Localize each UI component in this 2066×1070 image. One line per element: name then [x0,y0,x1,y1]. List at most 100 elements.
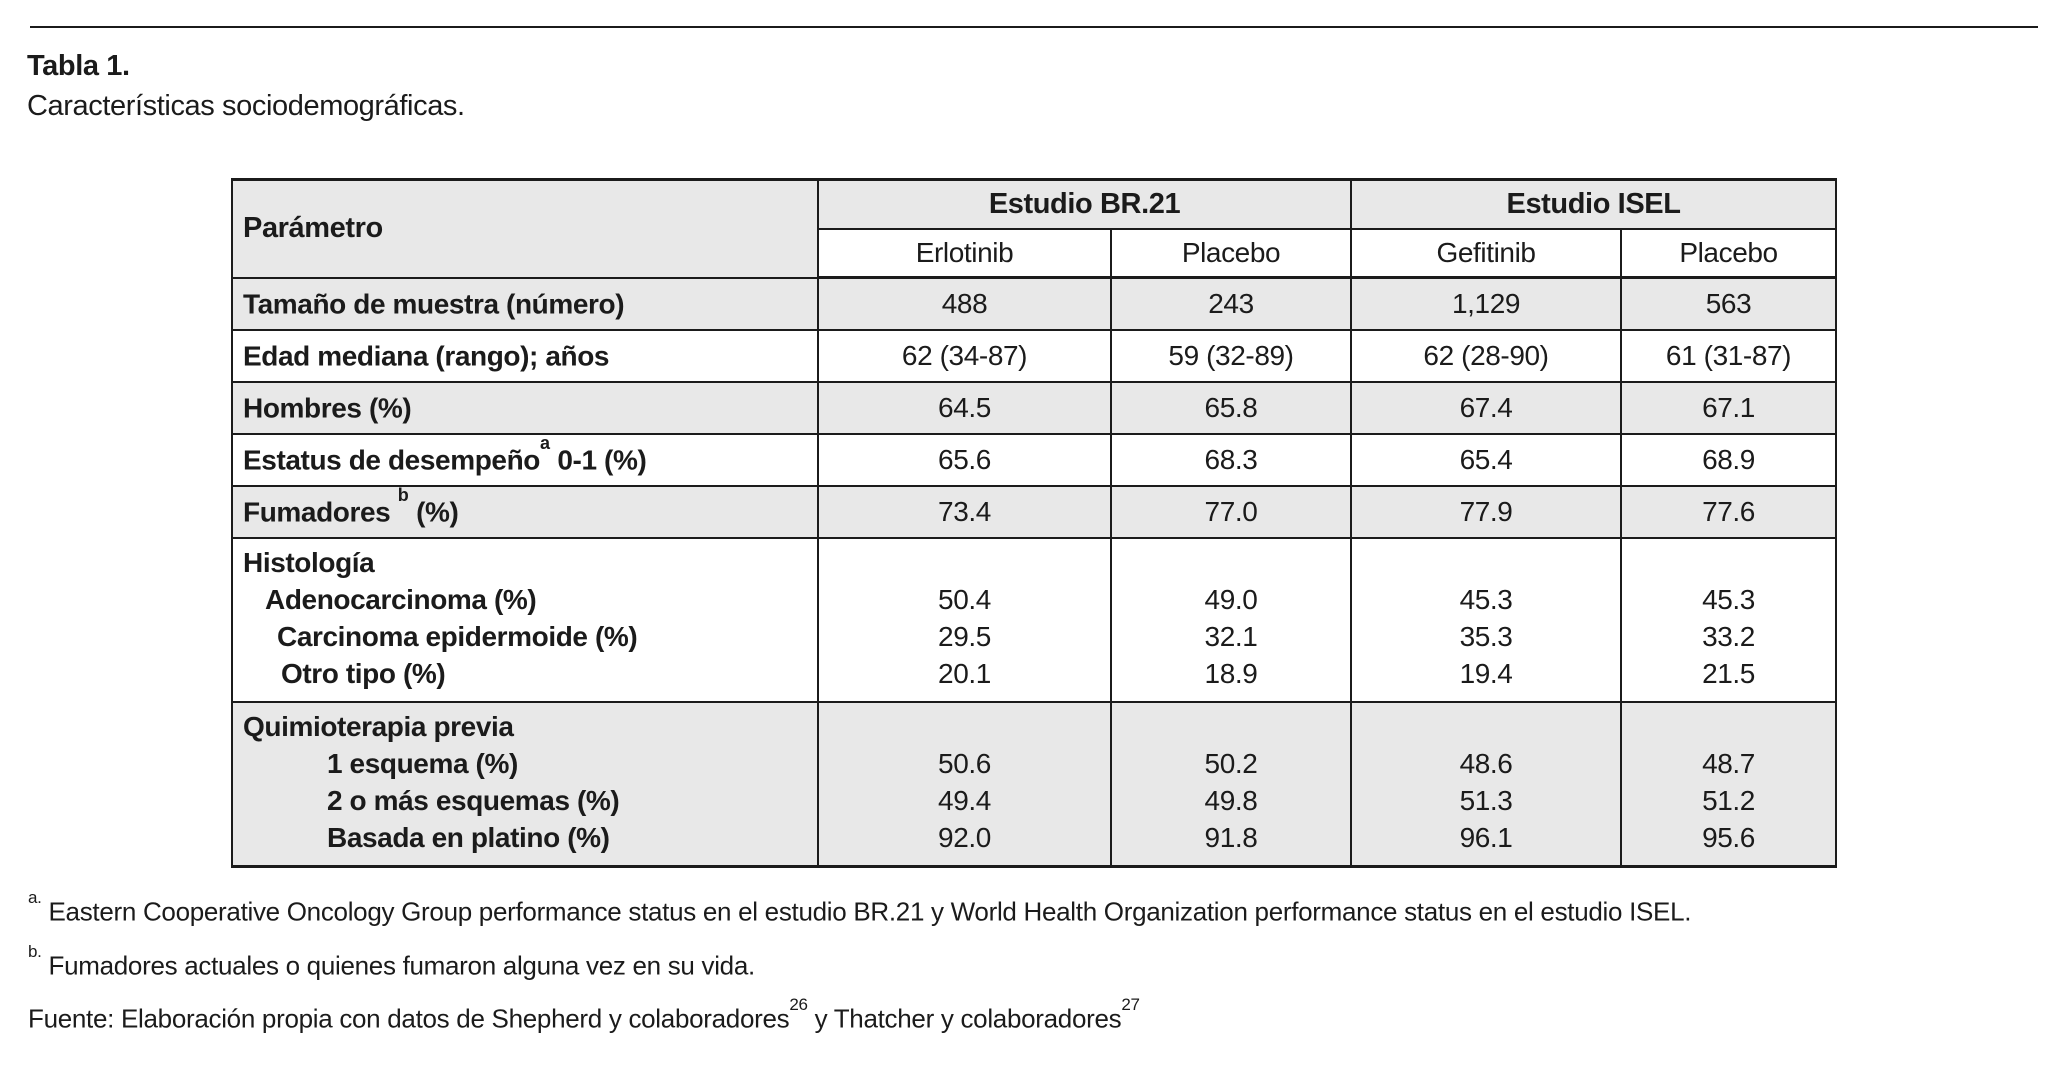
cell-value: 49.8 [1204,784,1258,816]
cell-value: 61 (31-87) [1620,328,1838,383]
footnote-a-text: Eastern Cooperative Oncology Group perfo… [48,896,1692,927]
row-label: Edad mediana (rango); años [231,328,819,383]
column-header-placebo-br21: Placebo [1109,227,1353,279]
cell-value: 92.0 [938,821,991,853]
table-row-edad: Edad mediana (rango); años 62 (34-87) 59… [231,328,1838,383]
column-header-placebo-isel: Placebo [1620,227,1838,279]
cell-value: 48.7 [1702,747,1755,779]
group-item-label: 2 o más esquemas (%) [327,784,620,816]
cell-value: 64.5 [817,380,1112,435]
cell-value: 65.8 [1109,380,1353,435]
table-caption: Tabla 1. Características sociodemográfic… [27,46,465,126]
cell-value: 563 [1620,276,1838,331]
cell-value: 51.2 [1702,784,1755,816]
column-header-estudio-br21: Estudio BR.21 [816,178,1353,230]
spacer-line [819,708,1110,745]
row-label: Hombres (%) [231,380,819,435]
table-row-tamano: Tamaño de muestra (número) 488 243 1,129… [231,276,1838,331]
column-header-erlotinib: Erlotinib [817,227,1112,279]
group-item-label: Basada en platino (%) [327,821,610,853]
source-text: Fuente: Elaboración propia con datos de … [28,1003,790,1034]
cell-value: 96.1 [1459,821,1513,853]
spacer-line [819,544,1110,581]
spacer-line [1352,544,1620,581]
row-label-text-post: (%) [408,496,459,528]
spacer-line [1112,708,1350,745]
group-title: Histología [243,546,375,578]
group-value-cell: 45.3 33.2 21.5 [1620,536,1838,703]
cell-value: 77.9 [1350,484,1623,539]
header-row-studies: Parámetro Estudio BR.21 Estudio ISEL [231,178,1838,279]
cell-value: 95.6 [1702,821,1755,853]
cell-value: 49.4 [938,784,991,816]
cell-value: 50.4 [938,583,991,615]
group-item-label: Adenocarcinoma (%) [265,583,537,615]
cell-value: 73.4 [817,484,1112,539]
group-value-cell: 50.6 49.4 92.0 [817,700,1112,867]
group-value-cell: 50.4 29.5 20.1 [817,536,1112,703]
footnote-b-marker: b. [28,942,42,961]
table-group-row-histologia: Histología Adenocarcinoma (%) Carcinoma … [231,536,1838,703]
source-line: Fuente: Elaboración propia con datos de … [28,995,1140,1035]
footnote-a: a. Eastern Cooperative Oncology Group pe… [28,888,1692,928]
cell-value: 77.6 [1620,484,1838,539]
table-title: Tabla 1. [27,50,130,82]
cell-value: 62 (28-90) [1350,328,1623,383]
row-label: Fumadores b (%) [231,484,819,539]
row-label: Estatus de desempeñoa 0-1 (%) [231,432,819,487]
group-item-label: Carcinoma epidermoide (%) [277,620,638,652]
footnote-a-marker: a. [28,888,42,907]
group-title: Quimioterapia previa [243,710,514,742]
page-top-rule [30,26,2038,28]
row-label-sup-a: a [539,432,550,453]
group-item-label: 1 esquema (%) [327,747,518,779]
cell-value: 35.3 [1459,620,1513,652]
cell-value: 51.3 [1459,784,1513,816]
group-value-cell: 50.2 49.8 91.8 [1109,700,1353,867]
row-label: Tamaño de muestra (número) [231,276,819,331]
cell-value: 48.6 [1459,747,1513,779]
cell-value: 45.3 [1459,583,1513,615]
spacer-line [1352,708,1620,745]
group-value-cell: 48.7 51.2 95.6 [1620,700,1838,867]
table-row-fumadores: Fumadores b (%) 73.4 77.0 77.9 77.6 [231,484,1838,539]
table-subtitle: Características sociodemográficas. [27,90,465,122]
cell-value: 50.6 [938,747,991,779]
row-label-sup-b: b [397,484,409,505]
row-label-text: Fumadores [243,496,398,528]
cell-value: 1,129 [1350,276,1623,331]
cell-value: 67.4 [1350,380,1623,435]
cell-value: 49.0 [1204,583,1258,615]
header-row-arms: Erlotinib Placebo Gefitinib Placebo [232,227,1838,279]
column-header-estudio-isel: Estudio ISEL [1350,178,1838,230]
cell-value: 77.0 [1109,484,1353,539]
row-label-text: Edad mediana (rango); años [243,340,610,372]
source-ref-27: 27 [1121,995,1140,1014]
sociodemographics-table: Parámetro Estudio BR.21 Estudio ISEL Erl… [231,178,1838,868]
source-ref-26: 26 [789,995,808,1014]
group-label-cell: Quimioterapia previa 1 esquema (%) 2 o m… [231,700,819,867]
cell-value: 68.3 [1109,432,1353,487]
row-label-text-post: 0-1 (%) [550,444,647,476]
row-label-text: Estatus de desempeño [243,444,540,476]
cell-value: 18.9 [1204,657,1258,689]
cell-value: 20.1 [938,657,991,689]
cell-value: 45.3 [1702,583,1755,615]
table-row-estatus: Estatus de desempeñoa 0-1 (%) 65.6 68.3 … [231,432,1838,487]
column-header-gefitinib: Gefitinib [1350,227,1623,279]
footnote-b: b. Fumadores actuales o quienes fumaron … [28,942,756,982]
cell-value: 62 (34-87) [817,328,1112,383]
spacer-line [1622,708,1835,745]
cell-value: 33.2 [1702,620,1755,652]
spacer-line [1112,544,1350,581]
footnote-b-text: Fumadores actuales o quienes fumaron alg… [48,950,756,981]
table-group-row-quimioterapia: Quimioterapia previa 1 esquema (%) 2 o m… [231,700,1838,867]
cell-value: 68.9 [1620,432,1838,487]
group-value-cell: 49.0 32.1 18.9 [1109,536,1353,703]
cell-value: 67.1 [1620,380,1838,435]
cell-value: 50.2 [1204,747,1258,779]
row-label-text: Hombres (%) [243,392,412,424]
cell-value: 29.5 [938,620,991,652]
cell-value: 65.6 [817,432,1112,487]
cell-value: 21.5 [1702,657,1755,689]
